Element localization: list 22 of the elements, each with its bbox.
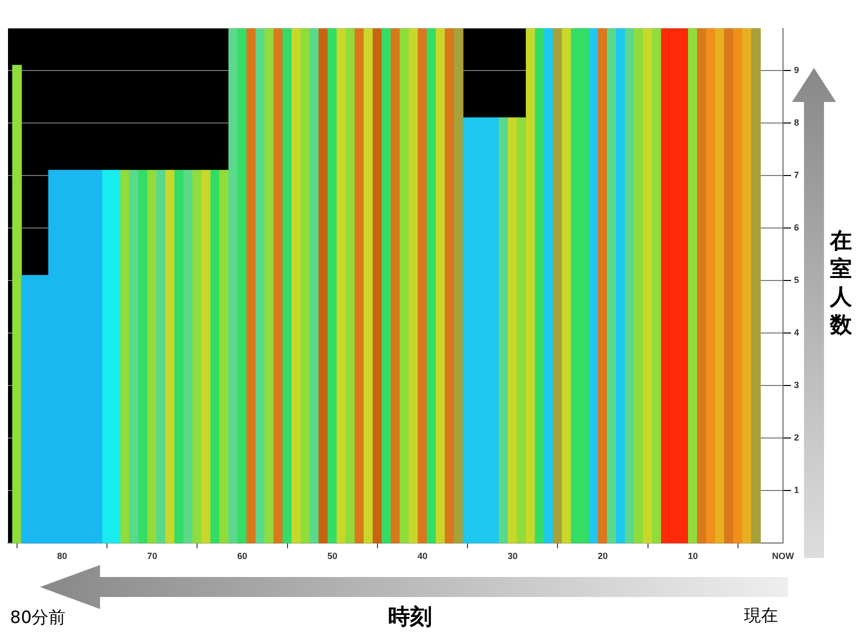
y-tick-label: 2 (794, 432, 800, 443)
text: 80分前 (10, 607, 66, 629)
x-tick-label: 80 (57, 551, 68, 562)
x-tick-label: 40 (418, 551, 428, 562)
y-tick-label: 6 (794, 222, 800, 232)
y-tick-label: 7 (794, 170, 800, 180)
y-tick-label: 3 (794, 380, 800, 390)
x-tick-label: NOW (772, 551, 794, 562)
y-tick-label: 9 (794, 64, 800, 75)
y-tick-label: 8 (794, 117, 800, 128)
y-tick-label: 1 (794, 485, 800, 496)
y-tick-label: 5 (794, 275, 800, 286)
x-tick-label: 60 (237, 551, 248, 562)
x-tick-label: 70 (147, 551, 158, 562)
x-axis-title: 時刻 (387, 604, 433, 632)
x-tick-label: 50 (327, 551, 338, 562)
x-tick-label: 30 (508, 551, 518, 562)
x-tick-label: 20 (598, 551, 608, 562)
text: 現在 (744, 605, 778, 627)
y-tick-label: 4 (794, 328, 800, 338)
y-axis-title: 在室人数 (828, 228, 853, 340)
x-tick-label: 10 (688, 551, 698, 562)
